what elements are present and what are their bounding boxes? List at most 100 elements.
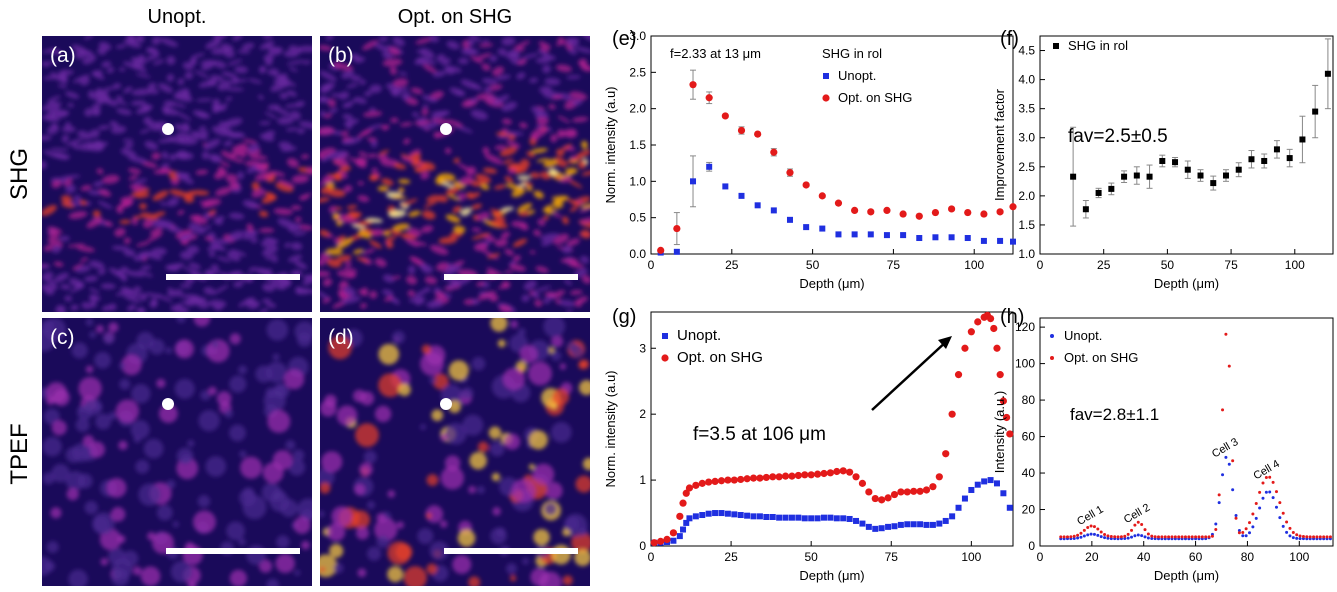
y-tick-label: 2.0: [1018, 189, 1035, 203]
bright-spot: [162, 123, 174, 135]
data-point: [1298, 537, 1302, 541]
data-point: [763, 513, 770, 520]
data-point: [1072, 536, 1076, 540]
data-point: [1278, 516, 1282, 520]
data-point: [1210, 534, 1214, 538]
data-point: [803, 224, 810, 231]
data-point: [1217, 493, 1221, 497]
data-point: [699, 512, 706, 519]
data-point: [916, 235, 923, 242]
data-point: [942, 517, 949, 524]
data-point: [673, 224, 681, 233]
series-shg-in-rol: [1070, 38, 1331, 227]
data-point: [685, 484, 694, 492]
data-point: [731, 511, 738, 518]
data-point: [669, 529, 678, 537]
data-point: [1108, 185, 1115, 192]
data-point: [1274, 490, 1278, 494]
y-tick-label: 20: [1022, 503, 1036, 517]
data-point: [1318, 535, 1322, 539]
data-point: [663, 535, 671, 544]
data-point: [890, 490, 899, 499]
data-point: [1123, 537, 1127, 541]
data-point: [1143, 535, 1147, 539]
data-point: [737, 126, 746, 135]
data-point: [1315, 535, 1319, 539]
data-point: [1264, 476, 1268, 480]
data-point: [1221, 408, 1225, 412]
data-point: [1153, 535, 1157, 539]
legend-label: Unopt.: [677, 327, 721, 344]
data-point: [1076, 536, 1080, 540]
data-point: [932, 234, 939, 241]
data-point: [724, 476, 732, 484]
data-point: [935, 473, 943, 481]
data-point: [676, 533, 683, 540]
data-point: [788, 472, 796, 480]
data-point: [961, 495, 968, 502]
data-point: [1217, 501, 1221, 505]
data-point: [1103, 532, 1107, 536]
x-tick-label: 75: [1224, 258, 1238, 272]
shg-image-opt: [320, 36, 590, 312]
data-point: [744, 512, 751, 519]
data-point: [1106, 536, 1110, 540]
data-point: [1133, 172, 1140, 179]
data-point: [1059, 535, 1063, 539]
y-axis-label: Norm. intensity (a.u): [603, 370, 618, 487]
legend-marker: [1050, 334, 1054, 338]
data-point: [1140, 534, 1144, 538]
data-point: [964, 208, 972, 217]
tpef-image-opt: [320, 318, 590, 586]
y-tick-label: 3.5: [1018, 102, 1035, 116]
data-point: [1133, 523, 1137, 527]
data-point: [1159, 157, 1166, 164]
y-tick-label: 80: [1022, 393, 1036, 407]
data-point: [1224, 332, 1228, 336]
data-point: [1070, 173, 1077, 180]
data-point: [650, 539, 658, 547]
data-point: [1281, 511, 1285, 515]
data-point: [1241, 534, 1245, 538]
data-point: [819, 225, 826, 232]
data-point: [1254, 501, 1258, 505]
y-tick-label: 40: [1022, 466, 1036, 480]
legend-label: Unopt.: [838, 68, 876, 83]
legend-marker: [823, 73, 829, 79]
y-tick-label: 100: [1015, 357, 1035, 371]
data-point: [967, 328, 975, 336]
data-point: [1109, 535, 1113, 539]
data-point: [839, 467, 847, 475]
data-point: [942, 450, 950, 458]
data-point: [883, 206, 891, 214]
data-point: [917, 521, 924, 528]
data-point: [851, 206, 859, 214]
chart-h: (h) 0 20 40 60 80 100 0 20 40 60 80 100 120 Depth (μm)…: [992, 306, 1334, 583]
plot-frame: [650, 311, 1014, 547]
data-point: [786, 216, 793, 223]
data-point: [1086, 526, 1090, 530]
data-point: [996, 208, 1004, 216]
data-point: [1301, 535, 1305, 539]
data-point: [1264, 490, 1268, 494]
data-point: [846, 468, 854, 476]
x-tick-label: 75: [885, 550, 899, 564]
data-point: [1291, 530, 1295, 534]
y-tick-label: 0.5: [629, 211, 646, 225]
data-point: [1251, 525, 1255, 529]
data-point: [1136, 533, 1140, 537]
data-point: [993, 344, 1001, 352]
x-tick-label: 25: [724, 550, 738, 564]
data-point: [1123, 534, 1127, 538]
data-point: [826, 469, 834, 477]
data-point: [968, 486, 975, 493]
data-point: [1096, 533, 1100, 537]
data-point: [955, 504, 962, 511]
data-point: [705, 510, 712, 517]
data-point: [851, 231, 858, 238]
data-point: [756, 513, 763, 520]
data-point: [1177, 535, 1181, 539]
data-point: [756, 474, 764, 482]
data-point: [1322, 535, 1326, 539]
legend-label: Opt. on SHG: [677, 349, 763, 366]
